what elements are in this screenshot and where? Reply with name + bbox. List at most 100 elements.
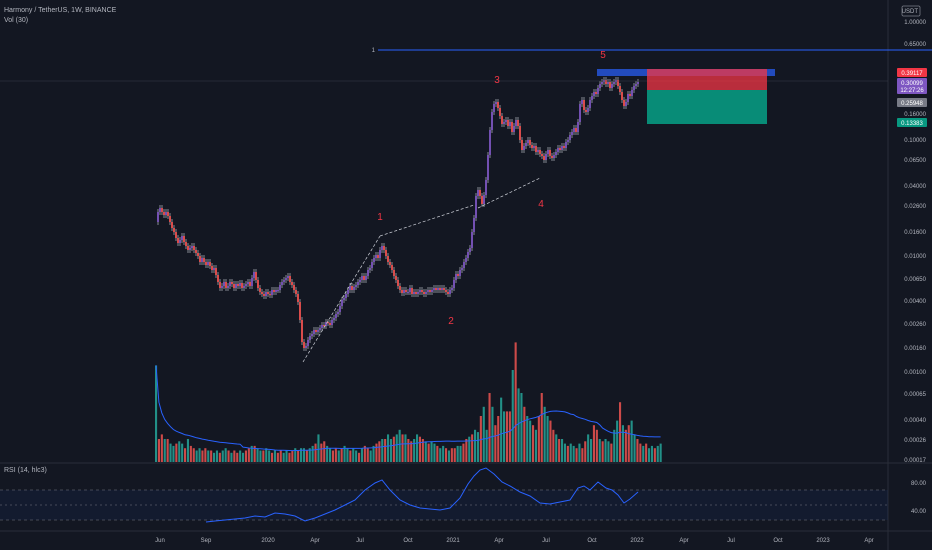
candle-body: [177, 238, 179, 243]
time-tick: Apr: [864, 538, 873, 544]
volume-bar: [166, 439, 169, 462]
volume-bar: [497, 416, 500, 462]
candle-body: [483, 195, 485, 204]
candle-body: [365, 276, 367, 280]
volume-bar: [561, 439, 564, 462]
candle-body: [199, 256, 201, 262]
candle-body: [563, 146, 565, 148]
volume-bar: [572, 445, 575, 462]
candle-body: [207, 262, 209, 265]
candle-body: [535, 146, 537, 152]
candle-body: [309, 336, 311, 340]
candle-body: [229, 282, 231, 286]
candle-body: [531, 145, 533, 148]
volume-bar: [346, 448, 349, 462]
volume-bar: [578, 443, 581, 462]
volume-bar: [256, 448, 259, 462]
candle-body: [257, 280, 259, 288]
symbol-title[interactable]: Harmony / TetherUS, 1W, BINANCE: [4, 7, 117, 14]
candle-body: [439, 288, 441, 290]
candle-body: [551, 156, 553, 158]
volume-bar: [253, 445, 256, 462]
candle-body: [453, 280, 455, 288]
candle-body: [575, 128, 577, 132]
volume-bar: [192, 448, 195, 462]
price-tick: 0.00400: [904, 299, 926, 305]
rsi-line: [205, 467, 639, 523]
candle-body: [473, 218, 475, 232]
volume-bar: [418, 436, 421, 462]
volume-bar: [462, 443, 465, 462]
candle-body: [489, 130, 491, 155]
candle-body: [425, 292, 427, 294]
volume-bar: [320, 443, 323, 462]
candle-body: [279, 285, 281, 290]
candle-body: [315, 330, 317, 332]
candle-body: [407, 292, 409, 294]
candle-body: [297, 294, 299, 302]
candle-body: [637, 82, 639, 84]
candle-body: [389, 262, 391, 265]
candle-body: [619, 86, 621, 92]
rsi-indicator-label[interactable]: RSI (14, hlc3): [4, 467, 47, 474]
candle-body: [203, 258, 205, 262]
volume-bar: [543, 406, 546, 462]
candle-body: [559, 148, 561, 150]
candle-body: [255, 272, 257, 280]
volume-bar: [627, 425, 630, 462]
candle-body: [287, 276, 289, 278]
volume-bar: [317, 434, 320, 462]
candle-body: [625, 102, 627, 106]
price-tick: 0.01000: [904, 254, 926, 260]
candle-body: [327, 322, 329, 324]
candle-body: [161, 208, 163, 212]
candle-body: [451, 288, 453, 290]
candle-body: [457, 274, 459, 276]
candle-body: [241, 283, 243, 288]
volume-indicator-label[interactable]: Vol (30): [4, 17, 29, 24]
candle-body: [213, 268, 215, 270]
candle-body: [195, 250, 197, 253]
price-badge: [897, 68, 927, 77]
volume-bar: [485, 429, 488, 462]
candle-body: [179, 240, 181, 243]
volume-bar: [607, 441, 610, 462]
price-tick: 1.00000: [904, 20, 926, 26]
candle-body: [301, 320, 303, 342]
volume-bar: [508, 411, 511, 462]
candle-body: [459, 270, 461, 276]
candle-body: [449, 290, 451, 294]
volume-bar: [242, 452, 245, 462]
candle-body: [561, 146, 563, 150]
candle-body: [193, 246, 195, 250]
volume-bar: [465, 439, 468, 462]
volume-bar: [459, 445, 462, 462]
candle-body: [485, 180, 487, 195]
volume-bar: [447, 450, 450, 462]
volume-bar: [575, 448, 578, 462]
volume-bar: [331, 450, 334, 462]
time-tick: Oct: [403, 538, 413, 544]
wave-label: 3: [494, 75, 500, 86]
volume-bar: [375, 443, 378, 462]
price-axis[interactable]: 0.65000 0.16000 0.10000 0.06500 0.04000 0.026…: [897, 5, 927, 464]
wave-label: 2: [448, 316, 454, 327]
time-axis[interactable]: Jun Sep 2020 Apr Jul Oct 2021 Apr Jul Oct 2022 Apr J…: [155, 538, 874, 544]
candle-body: [225, 282, 227, 288]
volume-bar: [413, 439, 416, 462]
candle-body: [493, 104, 495, 112]
candle-body: [553, 155, 555, 158]
candle-body: [589, 100, 591, 108]
candle-body: [557, 148, 559, 152]
candle-body: [441, 288, 443, 290]
candle-body: [263, 294, 265, 296]
volume-bar: [442, 445, 445, 462]
volume-bar: [624, 429, 627, 462]
candle-body: [221, 286, 223, 288]
candle-body: [399, 286, 401, 290]
candle-body: [289, 276, 291, 282]
candle-body: [577, 122, 579, 132]
candle-body: [311, 334, 313, 336]
drawings[interactable]: 1 1 2 3 4 5: [0, 48, 932, 363]
